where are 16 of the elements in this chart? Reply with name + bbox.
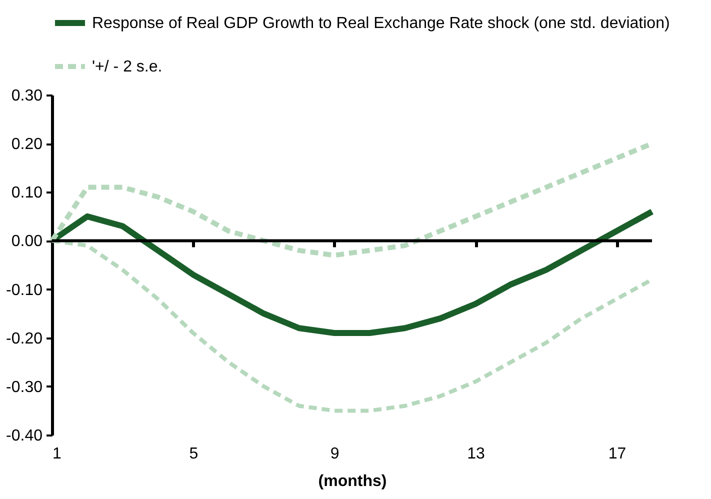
legend-label: Response of Real GDP Growth to Real Exchange Rate shock (one std. deviation) [92,15,670,32]
y-tick-label: -0.40 [6,428,43,444]
y-tick-label: 0.20 [11,136,43,154]
x-tick-label: 5 [189,446,198,462]
x-tick-label: 9 [330,446,340,462]
y-tick-label: -0.20 [6,330,43,348]
y-tick-label: -0.30 [6,378,43,396]
legend-label: '+/ - 2 s.e. [92,58,162,76]
x-axis-title: (months) [318,473,387,490]
y-tick-label: 0.30 [11,88,43,104]
y-tick-label: 0.10 [11,184,43,202]
x-tick-label: 13 [467,446,486,462]
x-tick-label: 1 [52,446,62,462]
y-tick-label: 0.00 [11,233,43,250]
x-tick-label: 17 [608,446,626,462]
y-tick-label: -0.10 [6,282,43,299]
